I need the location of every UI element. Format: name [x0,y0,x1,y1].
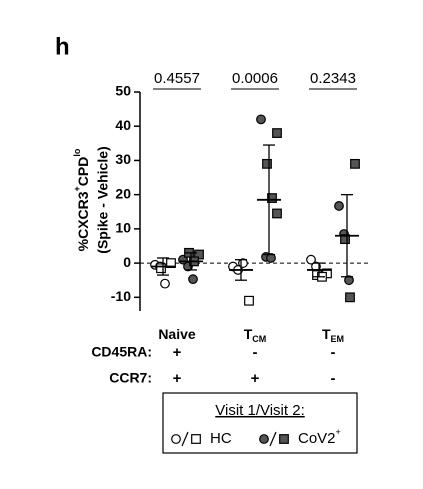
legend-name: HC [210,430,232,447]
data-point [262,158,272,169]
y-tick-label: -10 [111,288,131,304]
y-tick-label: 30 [115,151,131,167]
y-tick-label: 50 [115,83,131,99]
data-point [272,208,282,219]
y-tick-label: 0 [123,254,131,270]
row-label: CCR7: [109,370,152,386]
row-value: + [173,344,182,361]
y-label-sup: + [72,186,82,191]
x-tick-label: TCM [244,326,267,345]
y-label-sup: lo [72,148,82,157]
row-value: - [331,370,336,387]
legend-marker [259,434,269,444]
data-point [345,292,355,303]
row-value: + [251,370,260,387]
x-tick-label: TEM [322,326,344,345]
data-point [350,158,360,169]
p-value: 0.2343 [310,70,356,87]
y-label-part: %CXCR3 [75,191,91,251]
category-main: T [244,326,253,342]
y-tick-label: 40 [115,117,131,133]
data-point [188,274,198,285]
data-point [194,249,204,260]
y-tick-label: 10 [115,220,131,236]
category-main: T [322,326,331,342]
y-label-line1: %CXCR3+CPDlo [72,148,90,251]
y-label-line2: (Spike - Vehicle) [95,146,111,253]
data-point [306,254,316,265]
category-sub: CM [252,334,266,344]
legend-slash [269,431,277,447]
legend-sup: + [336,427,341,437]
data-point [266,253,276,263]
legend-marker [171,434,181,444]
legend-label: HC [210,430,232,447]
row-value: - [253,344,258,361]
data-point [160,278,170,289]
p-value: 0.0006 [232,70,278,87]
legend-title: Visit 1/Visit 2: [215,402,305,419]
y-axis-label: %CXCR3+CPDlo (Spike - Vehicle) [72,146,110,253]
legend-slash [181,431,189,447]
data-point [334,201,344,211]
data-point [272,128,282,138]
row-value: - [331,344,336,361]
data-point [344,275,354,286]
y-label-part: CPD [75,157,91,187]
legend-marker [279,434,289,444]
data-point [156,263,166,274]
legend-label: CoV2+ [298,427,341,447]
legend-name: CoV2 [298,430,336,447]
legend-box [162,392,358,454]
data-point [256,114,266,125]
row-label: CD45RA: [91,344,152,360]
data-point [267,193,277,203]
row-value: + [173,370,182,387]
panel-label: h [55,33,70,60]
category-main: Naive [158,326,196,342]
p-value: 0.4557 [154,70,200,87]
x-tick-label: Naive [158,326,196,342]
y-tick-label: 20 [115,185,131,201]
legend-marker [191,434,201,444]
data-point [244,295,254,306]
category-sub: EM [331,334,345,344]
